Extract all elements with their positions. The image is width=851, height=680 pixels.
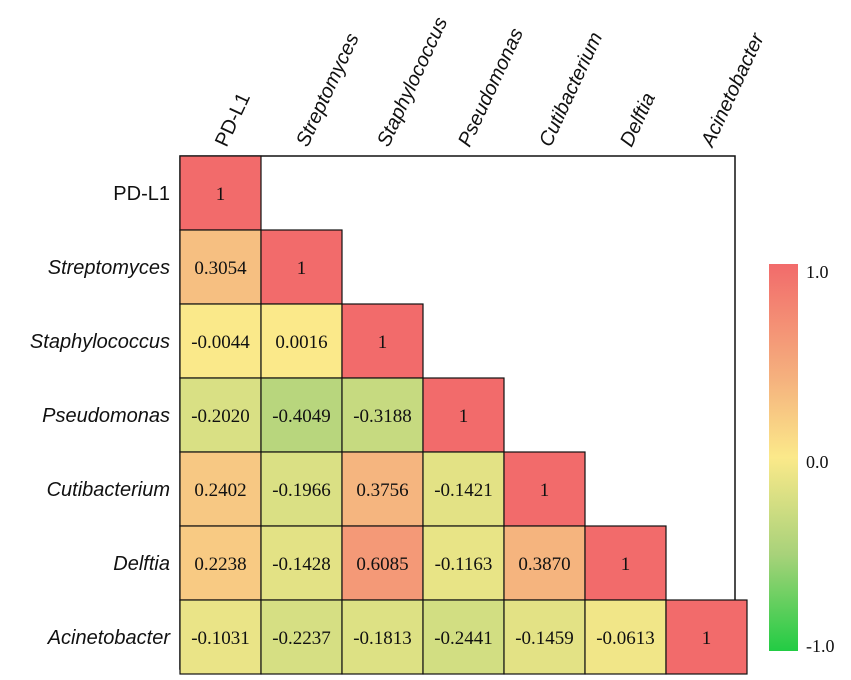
colorbar-tick-max: 1.0: [806, 262, 829, 282]
cell-value-3-3: 1: [459, 406, 469, 427]
row-label-1: Streptomyces: [48, 257, 170, 279]
cell-value-6-4: -0.1459: [515, 628, 574, 649]
cell-value-2-2: 1: [378, 332, 388, 353]
row-label-4: Cutibacterium: [47, 479, 170, 501]
heatmap-cell-6-3: [422, 599, 505, 675]
cell-value-2-0: -0.0044: [191, 332, 250, 353]
heatmap-cell-3-1: [260, 377, 343, 453]
heatmap-cell-4-3: [422, 451, 505, 527]
column-label-4: Cutibacterium: [535, 29, 607, 150]
row-label-3: Pseudomonas: [42, 405, 170, 427]
heatmap-cell-5-2: [341, 525, 424, 601]
heatmap-cell-4-4: [503, 451, 586, 527]
cell-value-4-3: -0.1421: [434, 480, 493, 501]
heatmap-cell-3-3: [422, 377, 505, 453]
heatmap-cell-5-1: [260, 525, 343, 601]
cell-value-6-5: -0.0613: [596, 628, 655, 649]
cell-value-5-1: -0.1428: [272, 554, 331, 575]
cell-value-6-1: -0.2237: [272, 628, 331, 649]
row-label-0: PD-L1: [113, 183, 170, 205]
row-label-6: Acinetobacter: [47, 627, 172, 649]
column-label-2: Staphylococcus: [373, 14, 452, 150]
heatmap-cell-1-0: [179, 229, 262, 305]
heatmap-cell-3-2: [341, 377, 424, 453]
column-label-0: PD-L1: [211, 89, 255, 150]
cell-value-3-1: -0.4049: [272, 406, 331, 427]
cell-value-1-0: 0.3054: [194, 258, 247, 279]
cell-value-0-0: 1: [216, 184, 226, 205]
cell-value-6-0: -0.1031: [191, 628, 250, 649]
heatmap-cell-2-2: [341, 303, 424, 379]
column-label-1: Streptomyces: [292, 30, 364, 150]
cell-value-1-1: 1: [297, 258, 307, 279]
heatmap-cell-4-1: [260, 451, 343, 527]
column-label-5: Delftia: [616, 89, 660, 150]
heatmap-cell-5-4: [503, 525, 586, 601]
row-label-2: Staphylococcus: [30, 331, 170, 353]
row-label-5: Delftia: [113, 553, 170, 575]
heatmap-cell-4-0: [179, 451, 262, 527]
column-label-3: Pseudomonas: [454, 25, 528, 150]
cell-value-4-4: 1: [540, 480, 550, 501]
heatmap-cell-4-2: [341, 451, 424, 527]
cell-value-5-5: 1: [621, 554, 631, 575]
colorbar: [769, 264, 798, 651]
cell-value-4-2: 0.3756: [356, 480, 408, 501]
cell-value-4-1: -0.1966: [272, 480, 331, 501]
cell-value-2-1: 0.0016: [275, 332, 327, 353]
column-label-6: Acinetobacter: [697, 29, 770, 151]
cell-value-3-2: -0.3188: [353, 406, 412, 427]
cell-value-5-4: 0.3870: [518, 554, 570, 575]
heatmap-cell-6-0: [179, 599, 262, 675]
cell-value-4-0: 0.2402: [194, 480, 246, 501]
cell-value-6-6: 1: [702, 628, 712, 649]
cell-value-5-3: -0.1163: [435, 554, 493, 575]
cell-value-5-0: 0.2238: [194, 554, 246, 575]
heatmap-cell-5-5: [584, 525, 667, 601]
heatmap-cell-6-1: [260, 599, 343, 675]
cell-value-3-0: -0.2020: [191, 406, 250, 427]
colorbar-tick-mid: 0.0: [806, 452, 829, 472]
cell-value-6-2: -0.1813: [353, 628, 412, 649]
heatmap-cell-1-1: [260, 229, 343, 305]
heatmap-cell-6-5: [584, 599, 667, 675]
heatmap-cell-2-0: [179, 303, 262, 379]
heatmap-cell-6-6: [665, 599, 748, 675]
cell-value-6-3: -0.2441: [434, 628, 493, 649]
heatmap-cell-6-4: [503, 599, 586, 675]
cell-value-5-2: 0.6085: [356, 554, 408, 575]
heatmap-cell-3-0: [179, 377, 262, 453]
colorbar-tick-min: -1.0: [806, 636, 835, 656]
heatmap-cell-5-0: [179, 525, 262, 601]
